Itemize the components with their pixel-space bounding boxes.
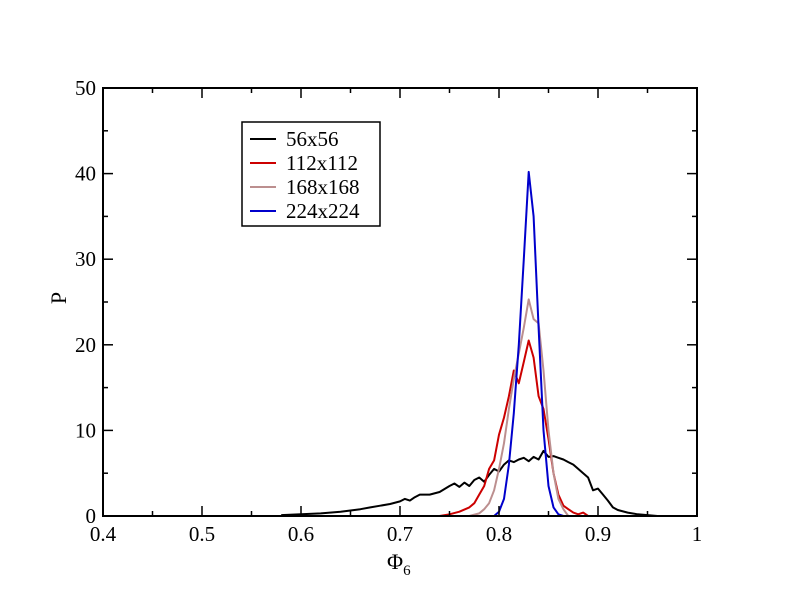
- x-axis-label: Φ6: [387, 549, 411, 579]
- y-tick-label: 0: [86, 504, 97, 528]
- x-axis-label-subscript: 6: [403, 563, 411, 579]
- y-tick-label: 20: [75, 333, 96, 357]
- x-tick-label: 0.4: [90, 522, 117, 546]
- legend-item: 56x56: [250, 127, 339, 151]
- ticks-layer: [102, 87, 698, 517]
- x-tick-label: 0.5: [189, 522, 215, 546]
- x-tick-label: 0.8: [486, 522, 512, 546]
- x-tick-label: 0.9: [585, 522, 611, 546]
- legend-label: 56x56: [286, 127, 339, 151]
- x-axis-label-main: Φ: [387, 549, 403, 574]
- legend-label: 168x168: [286, 175, 360, 199]
- legend-item: 168x168: [250, 175, 360, 199]
- plot-frame: [102, 87, 698, 517]
- y-tick-label: 10: [75, 418, 96, 442]
- legend-label: 112x112: [286, 151, 358, 175]
- y-tick-label: 30: [75, 247, 96, 271]
- x-tick-label: 0.6: [288, 522, 314, 546]
- series-line-56x56: [281, 449, 658, 517]
- legend-label: 224x224: [286, 199, 360, 223]
- y-tick-label: 50: [75, 76, 96, 100]
- legend-item: 112x112: [250, 151, 358, 175]
- y-axis-label: P: [46, 292, 71, 304]
- y-tick-label: 40: [75, 162, 96, 186]
- series-line-224x224: [493, 170, 564, 517]
- x-tick-label: 0.7: [387, 522, 413, 546]
- series-layer: [281, 170, 658, 517]
- x-tick-label: 1: [692, 522, 703, 546]
- series-line-112x112: [439, 339, 589, 517]
- legend-item: 224x224: [250, 199, 360, 223]
- series-line-168x168: [469, 298, 570, 517]
